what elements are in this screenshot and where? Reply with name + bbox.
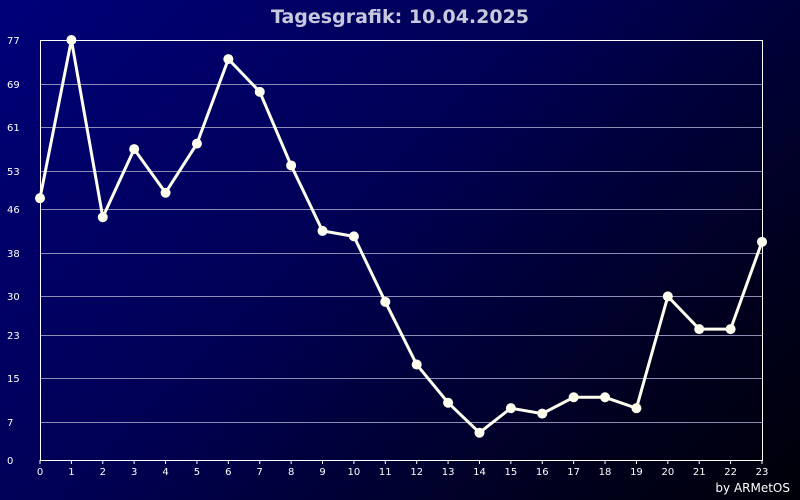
- credit-label: by ARMetOS: [715, 481, 790, 495]
- data-point: [286, 160, 297, 171]
- data-point: [694, 324, 705, 335]
- data-point: [129, 144, 140, 155]
- data-point: [348, 231, 359, 242]
- x-tick-label: 2: [100, 467, 106, 478]
- x-tick-label: 17: [567, 467, 580, 478]
- x-tick-label: 3: [131, 467, 137, 478]
- data-series: [35, 35, 767, 438]
- x-axis-ticks: 0 1 2 3 4 5 6 7 8 9 10 11 12 13 14 15 16 17 18 19 20 21 22 23: [37, 460, 769, 478]
- y-tick-label: 53: [7, 167, 20, 178]
- x-tick-label: 0: [37, 467, 43, 478]
- y-axis-ticks: 0 7 15 23 30 38 46 53 61 69 77: [7, 36, 20, 467]
- data-point: [600, 392, 611, 403]
- y-tick-label: 77: [7, 36, 20, 47]
- chart-title: Tagesgrafik: 10.04.2025: [270, 6, 530, 28]
- x-tick-label: 1: [68, 467, 74, 478]
- x-tick-label: 6: [225, 467, 231, 478]
- x-tick-label: 19: [630, 467, 643, 478]
- data-point: [160, 187, 171, 198]
- y-tick-label: 23: [7, 331, 20, 342]
- data-point: [97, 212, 108, 223]
- y-tick-label: 15: [7, 374, 20, 385]
- data-point: [66, 35, 77, 45]
- data-point: [505, 403, 516, 414]
- data-point: [725, 324, 736, 335]
- y-tick-label: 69: [7, 80, 20, 91]
- data-point: [191, 138, 202, 149]
- x-tick-label: 10: [348, 467, 361, 478]
- series-line: [38, 38, 764, 435]
- data-point: [223, 54, 234, 65]
- data-point: [568, 392, 579, 403]
- x-tick-label: 23: [756, 467, 769, 478]
- y-tick-label: 38: [7, 249, 20, 260]
- x-tick-label: 12: [410, 467, 423, 478]
- data-point: [443, 397, 454, 408]
- grid-lines: [40, 40, 762, 423]
- y-tick-label: 61: [7, 123, 20, 134]
- x-tick-label: 18: [599, 467, 612, 478]
- plot-frame: [40, 40, 763, 461]
- x-tick-label: 9: [319, 467, 325, 478]
- x-tick-label: 14: [473, 467, 486, 478]
- data-point: [631, 403, 642, 414]
- x-tick-label: 4: [162, 467, 168, 478]
- data-point: [380, 296, 391, 307]
- data-point: [317, 225, 328, 236]
- data-point: [35, 193, 45, 204]
- x-tick-label: 5: [194, 467, 200, 478]
- x-tick-label: 7: [257, 467, 263, 478]
- data-point: [662, 291, 673, 302]
- x-tick-label: 8: [288, 467, 294, 478]
- data-point: [254, 86, 265, 97]
- y-tick-label: 7: [7, 418, 13, 429]
- data-point: [411, 359, 422, 370]
- x-tick-label: 11: [379, 467, 392, 478]
- x-tick-label: 21: [693, 467, 706, 478]
- y-tick-label: 30: [7, 292, 20, 303]
- x-tick-label: 13: [442, 467, 455, 478]
- x-tick-label: 22: [724, 467, 737, 478]
- x-tick-label: 15: [505, 467, 518, 478]
- x-tick-label: 16: [536, 467, 549, 478]
- x-tick-label: 20: [661, 467, 674, 478]
- data-point: [474, 427, 485, 438]
- data-point: [757, 236, 767, 247]
- y-tick-label: 0: [7, 456, 13, 467]
- y-tick-label: 46: [7, 205, 20, 216]
- axes: [40, 40, 763, 461]
- data-point: [537, 408, 548, 419]
